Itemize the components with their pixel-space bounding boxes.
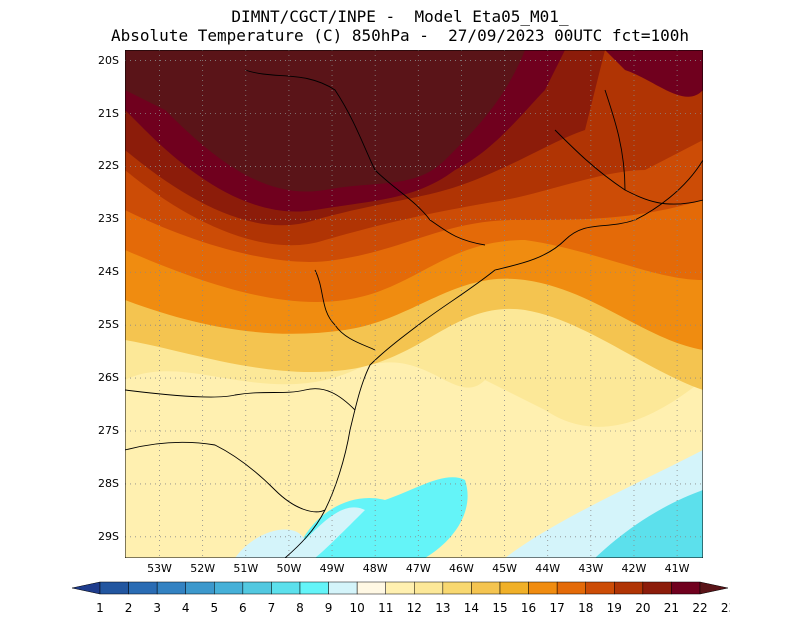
colorbar-swatch	[671, 581, 701, 595]
colorbar-swatch	[271, 581, 301, 595]
lat-label: 20S	[98, 53, 119, 67]
chart-subtitle: Absolute Temperature (C) 850hPa - 27/09/…	[111, 26, 689, 45]
colorbar-label: 16	[521, 601, 536, 615]
lat-label: 24S	[98, 265, 119, 279]
colorbar-label: 15	[492, 601, 507, 615]
colorbar-swatch	[642, 581, 672, 595]
colorbar-swatch	[442, 581, 472, 595]
lon-label: 48W	[362, 562, 388, 575]
colorbar-label: 4	[182, 601, 190, 615]
colorbar-label: 2	[125, 601, 133, 615]
colorbar-label: 21	[664, 601, 679, 615]
colorbar-swatch	[385, 581, 415, 595]
colorbar-swatch	[585, 581, 615, 595]
colorbar-label: 12	[407, 601, 422, 615]
lon-label: 50W	[276, 562, 302, 575]
lon-label: 47W	[405, 562, 431, 575]
cold-tongue	[295, 477, 468, 558]
state-border-4	[244, 69, 486, 246]
colorbar-swatch	[414, 581, 444, 595]
lat-label: 27S	[98, 424, 119, 437]
lon-label: 53W	[147, 562, 172, 575]
colorbar-label: 11	[378, 601, 393, 615]
state-border-6	[604, 89, 626, 191]
lon-label: 42W	[621, 562, 647, 575]
colorbar-swatch	[328, 581, 358, 595]
colorbar-label: 3	[153, 601, 161, 615]
colorbar-label: 19	[607, 601, 622, 615]
colorbar-label: 9	[325, 601, 333, 615]
lon-label: 45W	[492, 562, 518, 575]
colorbar-arrow-low	[71, 581, 101, 595]
temperature-map	[125, 50, 703, 558]
field-sw-band	[125, 362, 703, 558]
colorbar-swatch	[556, 581, 586, 595]
chart-title: DIMNT/CGCT/INPE - Model Eta05_M01_	[231, 7, 569, 26]
warm-8	[125, 50, 525, 192]
lat-label: 29S	[98, 529, 119, 543]
colorbar-label: 13	[435, 601, 450, 615]
colorbar-swatch	[528, 581, 558, 595]
lon-label: 43W	[578, 562, 604, 575]
lon-label: 44W	[535, 562, 561, 575]
colorbar-label: 14	[464, 601, 479, 615]
colorbar-label: 6	[239, 601, 247, 615]
colorbar-swatch	[614, 581, 644, 595]
colorbar-swatch	[99, 581, 129, 595]
colorbar-swatch	[299, 581, 329, 595]
colorbar-swatch	[242, 581, 272, 595]
colorbar-label: 23	[721, 601, 730, 615]
lon-label: 41W	[664, 562, 690, 575]
colorbar-swatch	[214, 581, 244, 595]
colorbar-label: 1	[96, 601, 104, 615]
state-border-2	[125, 441, 326, 513]
colorbar-swatch	[499, 581, 529, 595]
colorbar-label: 22	[692, 601, 707, 615]
lat-label: 26S	[98, 371, 119, 385]
lat-label: 23S	[98, 212, 119, 226]
colorbar-label: 20	[635, 601, 650, 615]
state-border-3	[314, 269, 376, 351]
lat-label: 28S	[98, 476, 119, 490]
colorbar-swatch	[471, 581, 501, 595]
colorbar-label: 18	[578, 601, 593, 615]
colorbar-label: 17	[550, 601, 565, 615]
lon-label: 49W	[319, 562, 345, 575]
colorbar-label: 8	[296, 601, 304, 615]
colorbar-label: 5	[210, 601, 218, 615]
colorbar-swatch	[356, 581, 386, 595]
lat-label: 22S	[98, 159, 119, 173]
coastline	[284, 159, 703, 558]
colorbar-swatch	[156, 581, 186, 595]
lon-label: 52W	[190, 562, 216, 575]
colorbar-legend: 1234567891011121314151617181920212223	[71, 581, 730, 615]
lon-label: 51W	[233, 562, 259, 575]
colorbar-label: 7	[268, 601, 276, 615]
colorbar-label: 10	[350, 601, 365, 615]
colorbar-arrow-high	[699, 581, 729, 595]
colorbar-swatch	[128, 581, 158, 595]
cold-tongue-edge	[235, 507, 365, 558]
lat-label: 21S	[98, 106, 119, 120]
cold-se-core	[595, 490, 703, 558]
colorbar-swatch	[185, 581, 215, 595]
state-border-1	[125, 388, 356, 411]
lon-label: 46W	[449, 562, 474, 575]
warm-ne	[605, 50, 703, 97]
lat-label: 25S	[98, 318, 119, 332]
